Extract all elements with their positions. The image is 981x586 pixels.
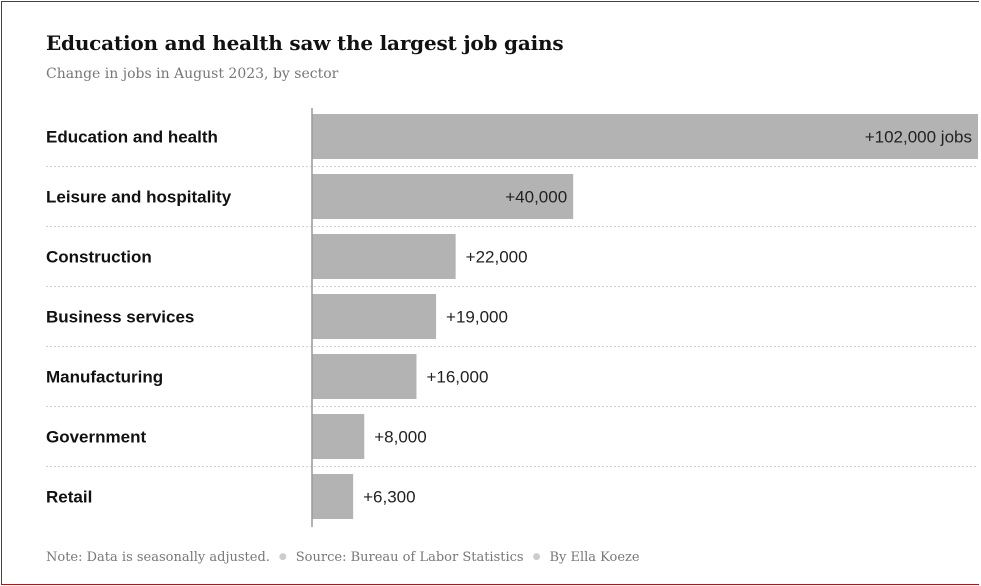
separator-dot-icon: ● [532, 552, 541, 562]
footer-source: Source: Bureau of Labor Statistics [295, 550, 524, 565]
value-label: +16,000 [426, 368, 488, 387]
footer-byline: By Ella Koeze [549, 550, 640, 565]
bar [312, 294, 437, 339]
value-label: +22,000 [466, 248, 528, 267]
category-label: Business services [46, 308, 194, 327]
value-label: +6,300 [363, 488, 415, 507]
bar-rows: Education and health +102,000 jobs Leisure… [46, 114, 978, 519]
value-label: +40,000 [505, 188, 567, 207]
category-label: Education and health [46, 128, 218, 147]
bar [312, 354, 417, 399]
category-label: Manufacturing [46, 368, 163, 387]
bar [312, 234, 456, 279]
value-label: +19,000 [446, 308, 508, 327]
chart-title: Education and health saw the largest job… [46, 31, 564, 55]
category-label: Construction [46, 248, 152, 267]
category-label: Retail [46, 488, 92, 507]
bar [312, 414, 365, 459]
chart-footer: Note: Data is seasonally adjusted. ● Sourc… [46, 550, 640, 565]
bar [312, 474, 354, 519]
footer-note: Note: Data is seasonally adjusted. [46, 550, 270, 565]
bar [312, 174, 574, 219]
value-label: +8,000 [374, 428, 426, 447]
category-label: Leisure and hospitality [46, 188, 232, 207]
value-label: +102,000 jobs [865, 128, 972, 147]
separator-dot-icon: ● [278, 552, 287, 562]
bar [312, 114, 978, 159]
category-label: Government [46, 428, 146, 447]
chart-subtitle: Change in jobs in August 2023, by sector [46, 66, 339, 82]
